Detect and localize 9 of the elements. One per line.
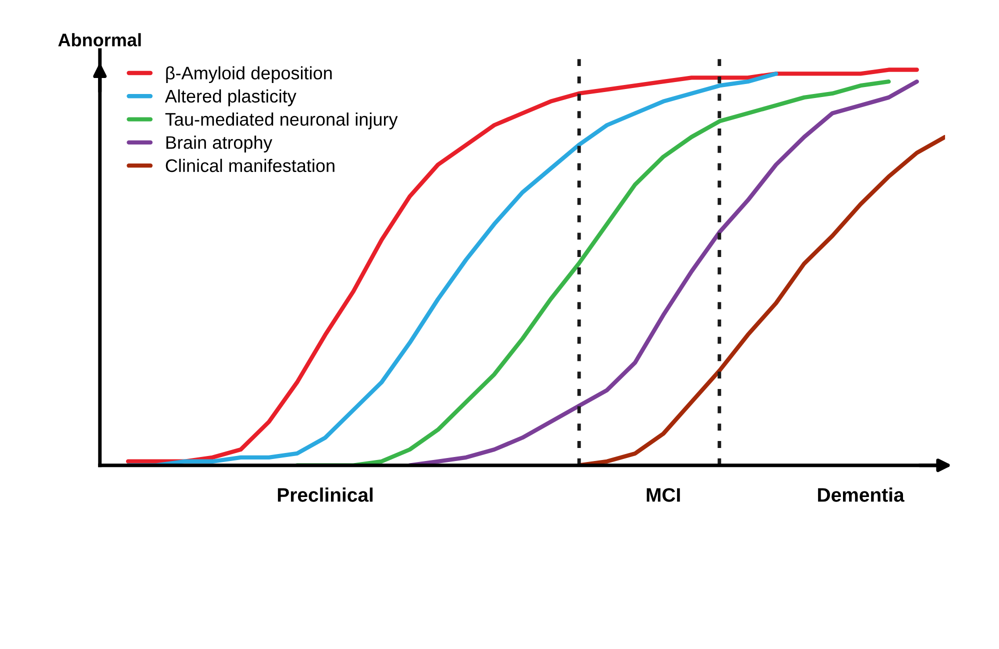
- y-axis-title: Abnormal: [58, 33, 141, 46]
- x-tick-label: MCI: [646, 488, 680, 502]
- legend-label: Altered plasticity: [164, 89, 296, 106]
- legend-label: Clinical manifestation: [166, 158, 334, 172]
- legend-label: β-Amyloid deposition: [166, 66, 332, 84]
- legend-label: Tau-mediated neuronal injury: [165, 112, 398, 130]
- x-tick-label: Preclinical: [278, 488, 373, 502]
- x-tick-label: Dementia: [818, 488, 904, 502]
- legend-label: Brain atrophy: [166, 136, 272, 153]
